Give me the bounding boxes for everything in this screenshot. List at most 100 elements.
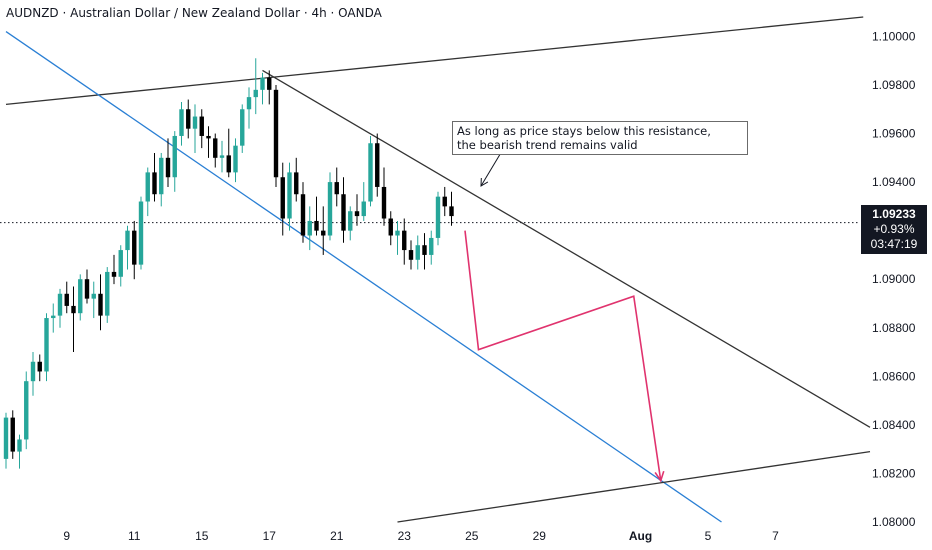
candle [57, 288, 63, 328]
time-tick-label: 29 [533, 529, 547, 543]
candle-body [327, 182, 333, 236]
candle [402, 218, 407, 265]
candle-body [233, 145, 238, 173]
candle [341, 177, 346, 243]
candle [152, 152, 157, 202]
candle-body [435, 196, 441, 238]
descending-support-line[interactable] [5, 31, 722, 523]
candle-body [30, 361, 36, 382]
candle [233, 138, 238, 183]
time-tick-label: 11 [128, 529, 141, 543]
candle-body [111, 271, 117, 277]
candle-body [408, 250, 414, 260]
candle-body [226, 155, 231, 173]
candle [138, 196, 144, 270]
price-tick-label: 1.08800 [872, 321, 916, 335]
descending-resistance-line[interactable] [262, 69, 871, 428]
candle [105, 267, 110, 323]
candle [219, 140, 225, 173]
candle [354, 194, 360, 226]
candle [145, 167, 150, 217]
candle [273, 84, 279, 187]
candle [71, 286, 76, 353]
candle-body [294, 172, 299, 195]
candle [199, 109, 204, 149]
candle-body [402, 230, 407, 251]
candle [300, 182, 306, 243]
candle [240, 104, 245, 153]
candle-body [314, 220, 319, 231]
candle [3, 412, 9, 469]
candle-body [51, 315, 56, 319]
candle [415, 235, 420, 270]
candle-body [219, 155, 225, 158]
candle [51, 303, 56, 333]
candle [165, 138, 171, 187]
price-tick-label: 1.08000 [872, 515, 916, 529]
candle [449, 191, 454, 226]
candle [314, 196, 319, 236]
projection-path [464, 150, 665, 483]
candle-body [300, 194, 306, 236]
lower-channel-line[interactable] [397, 450, 871, 523]
candle-body [84, 279, 90, 299]
candle-body [37, 361, 42, 372]
candle [226, 128, 231, 178]
candle [78, 274, 83, 321]
candle-body [71, 305, 76, 314]
candle [132, 220, 137, 280]
candle-body [361, 201, 366, 217]
last-price-value: 1.09233 [872, 207, 916, 221]
time-tick-label: 15 [195, 529, 209, 543]
candle-body [240, 109, 245, 146]
candle [24, 371, 29, 450]
candle-body [429, 237, 434, 255]
candle-body [145, 172, 150, 202]
price-tick-label: 1.09400 [872, 175, 916, 189]
time-tick-label: 5 [705, 529, 712, 543]
candlesticks [3, 58, 454, 469]
annotation-line-1: As long as price stays below this resist… [457, 124, 711, 138]
candle-body [24, 381, 29, 440]
candle-body [280, 177, 285, 219]
candle [192, 104, 198, 153]
upper-channel-line[interactable] [5, 16, 864, 106]
candle [422, 233, 427, 270]
price-tick-label: 1.09800 [872, 78, 916, 92]
candle [294, 157, 299, 202]
candle-body [179, 109, 184, 136]
candle-body [165, 157, 171, 178]
candle [361, 182, 366, 221]
candle-body [260, 77, 265, 90]
time-axis[interactable]: 9 11 15 17 21 23 25 29 Aug 5 7 [63, 529, 779, 543]
candle-body [132, 230, 137, 265]
candle [10, 410, 15, 459]
candle-body [348, 211, 353, 231]
candle [125, 225, 130, 270]
price-change-percent: +0.93% [873, 222, 915, 236]
candle-body [17, 439, 22, 452]
trend-lines [5, 16, 871, 523]
candle-body [334, 182, 339, 195]
candle [280, 162, 285, 236]
candle-body [159, 157, 164, 195]
candle [91, 281, 96, 319]
candle-body [422, 245, 427, 255]
chart-title: AUDNZD · Australian Dollar / New Zealand… [6, 6, 382, 20]
candle-body [118, 250, 123, 277]
projection-polyline[interactable] [464, 230, 662, 481]
candle-body [98, 293, 103, 316]
candle [327, 172, 333, 241]
price-axis[interactable]: 1.100001.098001.096001.094001.092001.090… [872, 29, 916, 529]
candle-body [368, 143, 373, 202]
candle-body [442, 196, 447, 207]
candle-body [192, 116, 198, 129]
annotation-box[interactable]: As long as price stays below this resist… [452, 121, 748, 155]
price-tick-label: 1.09000 [872, 272, 916, 286]
projection-arrowhead [654, 470, 665, 483]
candle [388, 211, 393, 246]
price-tick-label: 1.10000 [872, 29, 916, 43]
candle-body [415, 245, 420, 260]
bar-countdown: 03:47:19 [870, 237, 918, 251]
